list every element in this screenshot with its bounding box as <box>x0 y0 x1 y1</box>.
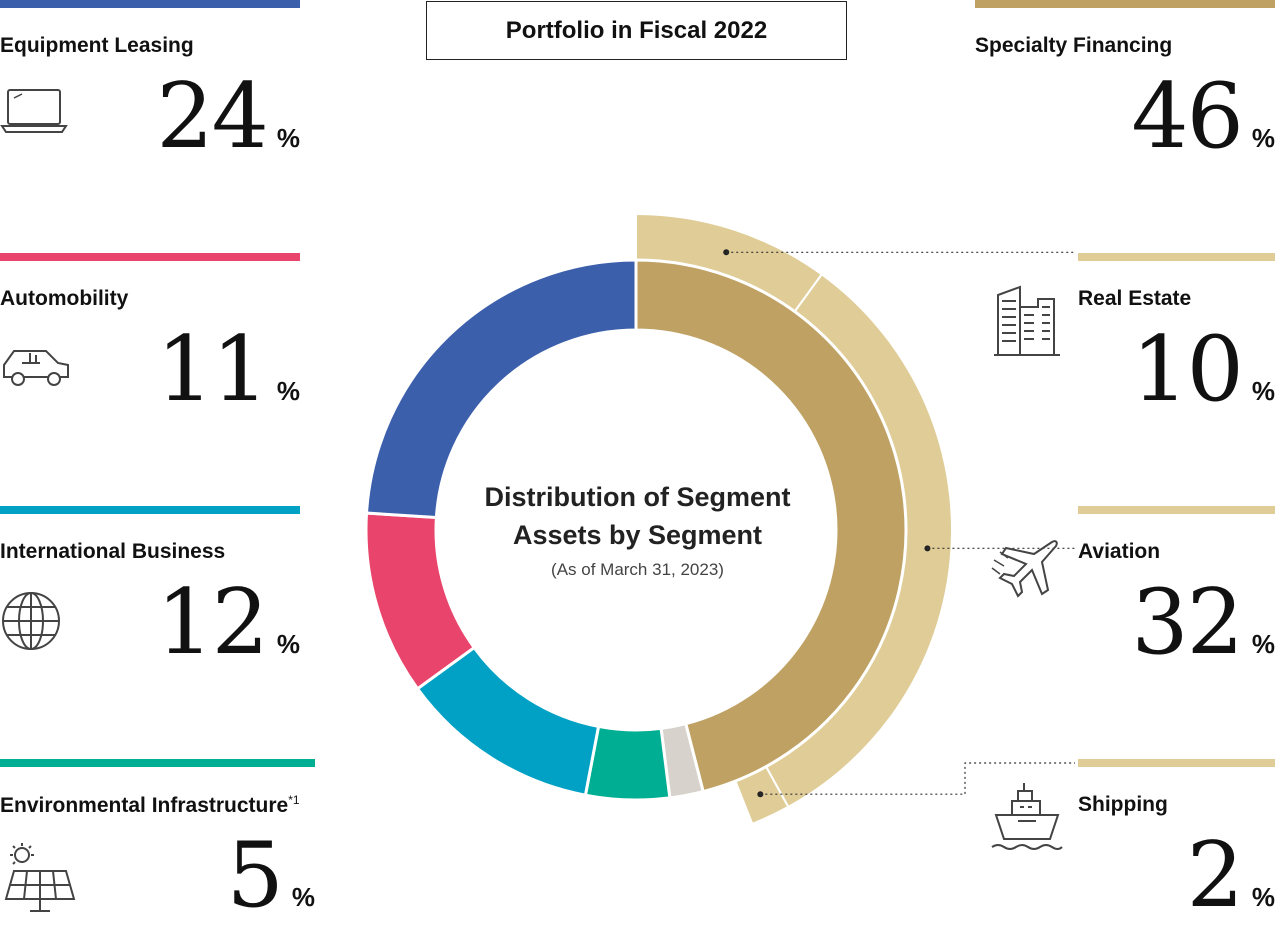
segment-percent: 46 % <box>1131 72 1275 162</box>
slice-equipment-leasing <box>364 258 638 520</box>
segment-color-bar <box>1078 759 1275 767</box>
car-icon <box>0 341 74 398</box>
percent-sign: % <box>1251 629 1275 659</box>
segment-color-bar <box>975 0 1275 8</box>
segment-percent: 11 % <box>156 325 300 415</box>
chart-center-title: Distribution of Segment Assets by Segmen… <box>484 482 791 550</box>
segment-percent: 24 % <box>156 72 300 162</box>
chart-title-box: Portfolio in Fiscal 2022 <box>426 1 847 60</box>
segment-value: 24 <box>156 64 269 169</box>
segment-aviation: Aviation 32 % <box>990 506 1275 668</box>
segment-label: Shipping <box>1078 793 1168 816</box>
ship-icon <box>990 781 1064 862</box>
segment-value: 5 <box>226 823 284 928</box>
segment-color-bar <box>1078 506 1275 514</box>
buildings-icon <box>994 285 1060 362</box>
laptop-icon <box>0 86 68 141</box>
percent-sign: % <box>276 629 300 659</box>
footnote-marker: *1 <box>288 793 300 807</box>
segment-color-bar <box>0 0 300 8</box>
airplane-icon <box>990 538 1060 609</box>
segment-label: Automobility <box>0 287 129 310</box>
segment-equipment-leasing: Equipment Leasing 24 % <box>0 0 300 162</box>
segment-value: 11 <box>156 317 269 422</box>
segment-percent: 2 % <box>1187 831 1275 921</box>
segment-color-bar <box>0 253 300 261</box>
segment-value: 32 <box>1131 570 1244 675</box>
segment-percent: 32 % <box>1131 578 1275 668</box>
segment-percent: 5 % <box>227 831 315 921</box>
segment-automobility: Automobility 11 % <box>0 253 300 415</box>
leader-line-shipping <box>760 762 1075 795</box>
percent-sign: % <box>291 882 315 912</box>
segment-color-bar <box>0 759 315 767</box>
segment-value: 10 <box>1131 317 1244 422</box>
chart-center-text: Distribution of Segment Assets by Segmen… <box>455 478 820 580</box>
segment-label: Environmental Infrastructure*1 <box>0 793 300 818</box>
percent-sign: % <box>1251 123 1275 153</box>
segment-value: 12 <box>156 570 269 675</box>
percent-sign: % <box>1251 882 1275 912</box>
segment-percent: 10 % <box>1131 325 1275 415</box>
segment-color-bar <box>0 506 300 514</box>
percent-sign: % <box>1251 376 1275 406</box>
segment-specialty-financing: Specialty Financing 46 % <box>975 0 1275 162</box>
portfolio-title: Portfolio in Fiscal 2022 <box>505 16 768 44</box>
segment-label: Specialty Financing <box>975 34 1173 57</box>
segment-environmental-infrastructure: Environmental Infrastructure*1 5 % <box>0 759 315 921</box>
solar-panel-icon <box>0 841 80 920</box>
segment-color-bar <box>1078 253 1275 261</box>
segment-real-estate: Real Estate 10 % <box>990 253 1275 415</box>
globe-icon <box>0 590 62 657</box>
segment-shipping: Shipping 2 % <box>990 759 1275 921</box>
segment-value: 46 <box>1131 64 1244 169</box>
slice-environmental-infrastructure <box>583 724 672 802</box>
segment-label-text: Environmental Infrastructure <box>0 794 289 817</box>
chart-center-subtitle: (As of March 31, 2023) <box>551 560 724 579</box>
segment-international-business: International Business 12 % <box>0 506 300 668</box>
segment-label: Equipment Leasing <box>0 34 194 57</box>
segment-label: International Business <box>0 540 226 563</box>
percent-sign: % <box>276 123 300 153</box>
percent-sign: % <box>276 376 300 406</box>
segment-label: Aviation <box>1078 540 1161 563</box>
slice-specialty-financing <box>634 258 908 794</box>
segment-label: Real Estate <box>1078 287 1192 310</box>
segment-percent: 12 % <box>156 578 300 668</box>
segment-value: 2 <box>1186 823 1244 928</box>
